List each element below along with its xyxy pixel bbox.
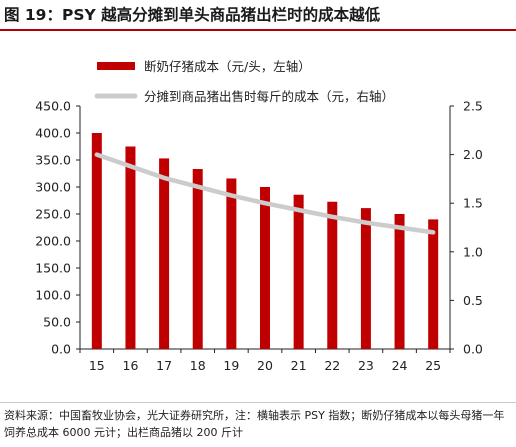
x-tick-label: 23 [358, 358, 374, 373]
source-note: 资料来源：中国畜牧业协会，光大证券研究所，注：横轴表示 PSY 指数；断奶仔猪成… [4, 409, 505, 439]
right-tick-label: 1.5 [463, 196, 483, 211]
bar [394, 214, 405, 349]
title-rule [0, 29, 516, 31]
left-tick-label: 100.0 [35, 288, 71, 303]
left-tick-label: 400.0 [35, 126, 71, 141]
axes: 0.050.0100.0150.0200.0250.0300.0350.0400… [35, 99, 483, 374]
left-tick-label: 300.0 [35, 180, 71, 195]
x-tick-label: 15 [89, 358, 105, 373]
bar [91, 133, 102, 349]
left-tick-label: 150.0 [35, 261, 71, 276]
x-tick-label: 20 [257, 358, 273, 373]
legend-bar-swatch [97, 62, 135, 70]
x-tick-label: 19 [223, 358, 239, 373]
right-tick-label: 2.5 [463, 99, 483, 114]
left-tick-label: 250.0 [35, 207, 71, 222]
legend: 断奶仔猪成本（元/头，左轴） 分摊到商品猪出售时每斤的成本（元，右轴） [94, 59, 394, 104]
bar-series [91, 133, 439, 349]
bar [192, 169, 203, 349]
left-tick-label: 350.0 [35, 153, 71, 168]
line-series [94, 152, 436, 235]
x-tick-label: 25 [425, 358, 441, 373]
right-tick-label: 0.5 [463, 293, 483, 308]
x-tick-label: 16 [123, 358, 139, 373]
bar [260, 187, 270, 349]
bar [226, 178, 237, 349]
right-tick-label: 1.0 [463, 244, 483, 259]
left-tick-label: 0.0 [51, 342, 71, 357]
right-tick-label: 0.0 [463, 342, 483, 357]
combo-chart: 断奶仔猪成本（元/头，左轴） 分摊到商品猪出售时每斤的成本（元，右轴） 0.0 50… [35, 59, 483, 374]
left-tick-label: 200.0 [35, 234, 71, 249]
x-tick-label: 18 [190, 358, 206, 373]
left-tick-label: 50.0 [43, 315, 71, 330]
source-rule [0, 402, 516, 403]
legend-bar-label: 断奶仔猪成本（元/头，左轴） [144, 59, 311, 74]
bar [428, 219, 439, 349]
x-tick-label: 22 [324, 358, 340, 373]
x-tick-label: 17 [156, 358, 172, 373]
left-tick-label: 450.0 [35, 99, 71, 114]
bar [293, 194, 304, 349]
x-tick-label: 24 [392, 358, 408, 373]
chart-title: 图 19：PSY 越高分摊到单头商品猪出栏时的成本越低 [4, 6, 381, 24]
bar [360, 208, 371, 349]
right-tick-label: 2.0 [463, 147, 483, 162]
legend-line-label: 分摊到商品猪出售时每斤的成本（元，右轴） [144, 89, 394, 104]
bar [159, 158, 170, 349]
bar [327, 201, 338, 349]
x-tick-label: 21 [291, 358, 307, 373]
bar [125, 146, 136, 349]
